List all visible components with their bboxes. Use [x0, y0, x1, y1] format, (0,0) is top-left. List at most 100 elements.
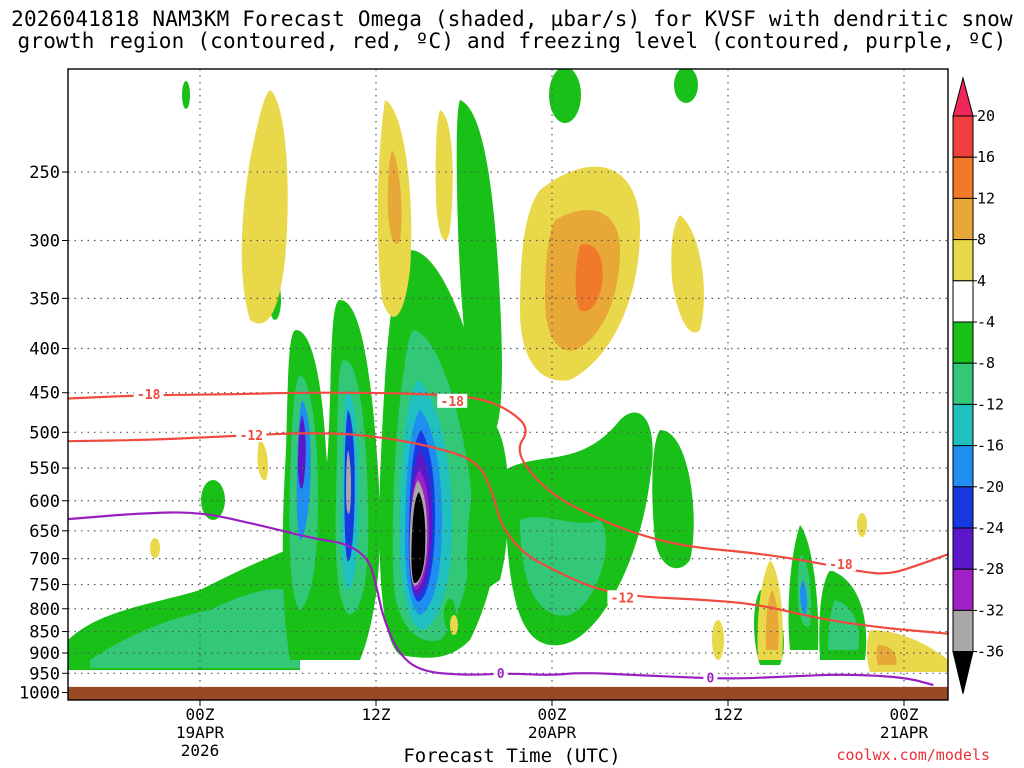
- x-tick-date: 19APR: [176, 723, 225, 742]
- colorbar-segment: [952, 403, 974, 447]
- contour-label-bg: [703, 670, 718, 685]
- colorbar-segment: [952, 445, 974, 488]
- colorbar-segment: [952, 280, 974, 323]
- contour-label-bg: [825, 557, 856, 572]
- y-tick-label: 850: [29, 623, 60, 643]
- omega-field-shade: [652, 430, 694, 569]
- omega-field-shade: [520, 517, 606, 616]
- contour-label: 0: [497, 667, 505, 682]
- contour-label: -18: [137, 388, 161, 403]
- contour-labels: -18 -18 -12 -18 -12 0 0: [133, 387, 856, 686]
- plot-frame: [67, 68, 949, 701]
- omega-field-shade: [800, 580, 808, 615]
- chart-title-line-2: growth region (contoured, red, ºC) and f…: [17, 29, 1007, 53]
- omega-field-shade: [241, 90, 288, 324]
- omega-field-shade: [671, 215, 704, 333]
- x-tick-label: 00Z: [186, 705, 215, 724]
- omega-field-shade: [201, 480, 225, 520]
- omega-field-shade: [575, 244, 603, 312]
- x-tick-label: 12Z: [714, 705, 743, 724]
- colorbar-segment: [952, 321, 974, 364]
- contour-label-bg: [437, 393, 468, 408]
- colorbar-segment: [952, 568, 974, 611]
- colorbar-segment: [952, 156, 974, 199]
- contour-label-bg: [133, 387, 164, 402]
- colorbar-segment: [952, 197, 974, 241]
- omega-field-shade: [765, 590, 779, 650]
- x-tick-date: 20APR: [528, 723, 577, 742]
- omega-field-shade: [90, 589, 300, 668]
- y-tick-label: 700: [29, 550, 60, 570]
- y-tick-label: 450: [29, 384, 60, 404]
- colorbar-segment: [952, 362, 974, 405]
- colorbar-label: 12: [977, 189, 995, 207]
- omega-field-shade: [435, 110, 453, 240]
- contour-label: -18: [441, 395, 465, 410]
- omega-field-shade: [712, 620, 724, 660]
- omega-field-shade: [456, 100, 502, 440]
- colorbar-label: 20: [977, 107, 995, 125]
- ground-terrain: [68, 686, 948, 700]
- omega-field-shade: [411, 492, 426, 584]
- colorbar-label: -20: [977, 478, 1004, 496]
- omega-shading: [68, 69, 948, 672]
- contour-label: -18: [829, 558, 853, 573]
- colorbar-segment: [952, 76, 974, 117]
- contour-label: -12: [611, 591, 634, 606]
- colorbar-segment: [952, 115, 974, 158]
- colorbar-segment: [952, 486, 974, 529]
- y-tick-label: 400: [29, 340, 60, 360]
- y-axis: 2503003504004505005506006507007508008509…: [19, 163, 68, 704]
- omega-field-shade: [257, 440, 268, 481]
- colorbar-label: -12: [977, 395, 1004, 413]
- y-tick-label: 650: [29, 522, 60, 542]
- contour-label-bg: [493, 666, 508, 681]
- omega-field-shade: [346, 450, 352, 514]
- colorbar-label: -24: [977, 519, 1004, 537]
- y-tick-label: 600: [29, 492, 60, 512]
- x-axis-title: Forecast Time (UTC): [403, 745, 621, 767]
- x-tick-label: 00Z: [890, 705, 919, 724]
- chart-title-line-1: 2026041818 NAM3KM Forecast Omega (shaded…: [11, 7, 1013, 31]
- omega-field-shade: [387, 150, 402, 244]
- colorbar-label: 4: [977, 272, 986, 290]
- omega-field-shade: [674, 69, 698, 103]
- contour-label: 0: [706, 671, 714, 686]
- contour-label: -12: [240, 429, 263, 444]
- grid-lines: [68, 69, 948, 700]
- x-tick-label: 12Z: [362, 705, 391, 724]
- x-tick-year: 2026: [181, 741, 220, 760]
- x-tick-label: 00Z: [538, 705, 567, 724]
- contour-label-bg: [236, 428, 267, 443]
- omega-field-shade: [182, 81, 190, 109]
- omega-field-shade: [150, 538, 160, 558]
- y-tick-label: 800: [29, 600, 60, 620]
- omega-field-shade: [549, 69, 581, 123]
- colorbar-label: -4: [977, 313, 995, 331]
- colorbar-label: 8: [977, 231, 986, 249]
- y-tick-label: 250: [29, 163, 60, 183]
- colorbar-segment: [952, 527, 974, 570]
- colorbar-label: -28: [977, 560, 1004, 578]
- omega-field-shade: [828, 600, 860, 650]
- colorbar-label: 16: [977, 148, 995, 166]
- omega-field-shade: [857, 513, 867, 537]
- colorbar-label: -36: [977, 643, 1004, 661]
- y-tick-label: 550: [29, 459, 60, 479]
- omega-field-shade: [450, 615, 458, 635]
- colorbar-label: -8: [977, 354, 995, 372]
- y-tick-label: 950: [29, 664, 60, 684]
- y-tick-label: 1000: [19, 684, 60, 704]
- y-tick-label: 750: [29, 576, 60, 596]
- colorbar-segment: [952, 239, 974, 282]
- y-tick-label: 500: [29, 423, 60, 443]
- colorbar-label: -32: [977, 601, 1004, 619]
- contour-label-bg: [607, 590, 638, 605]
- credit-link[interactable]: coolwx.com/models: [836, 746, 990, 764]
- y-tick-label: 900: [29, 644, 60, 664]
- y-tick-label: 300: [29, 232, 60, 252]
- x-tick-date: 21APR: [880, 723, 929, 742]
- contour-line-freezing: [68, 511, 934, 687]
